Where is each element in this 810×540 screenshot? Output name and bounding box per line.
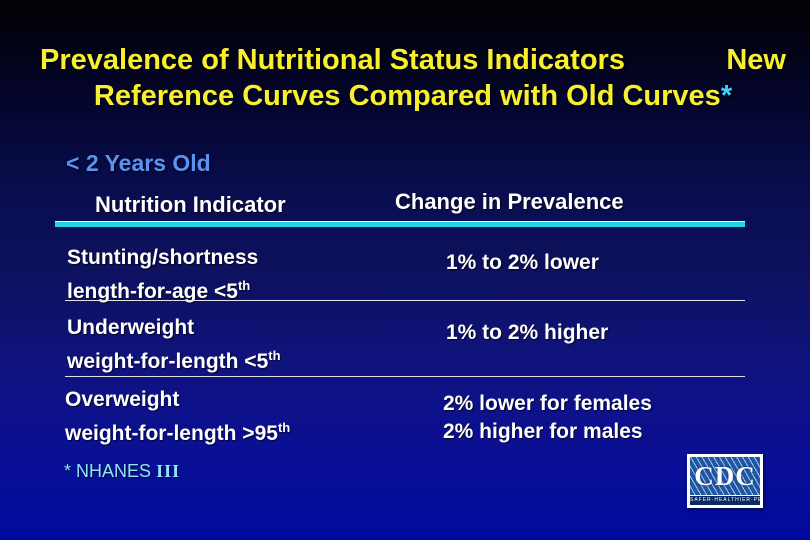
- indicator-measure: weight-for-length >95th: [65, 420, 291, 445]
- percentile-superscript: th: [268, 348, 281, 363]
- cdc-logo-acronym: CDC: [694, 460, 756, 491]
- indicator-name: Overweight: [65, 388, 180, 411]
- cdc-logo-field: CDC: [690, 457, 760, 495]
- footnote-numeral: III: [156, 461, 181, 481]
- table-row-value: 2% lower for females 2% higher for males: [443, 390, 652, 446]
- title-line2-text: Reference Curves Compared with Old Curve…: [93, 80, 721, 112]
- title-line1-left: Prevalence of Nutritional Status Indicat…: [40, 44, 625, 76]
- table-row-indicator: Overweight weight-for-length >95th: [65, 386, 290, 448]
- row-divider: [65, 300, 745, 301]
- percentile-superscript: th: [237, 278, 251, 293]
- indicator-name: Stunting/shortness: [67, 246, 259, 269]
- value-line: 2% higher for males: [443, 420, 643, 443]
- footnote: * NHANES III: [64, 461, 180, 482]
- footnote-text: NHANES: [76, 461, 152, 481]
- table-row-indicator: Underweight weight-for-length <5th: [67, 314, 281, 376]
- title-line1-right: New: [726, 44, 786, 76]
- table-row-value: 1% to 2% higher: [446, 319, 608, 347]
- value-line: 1% to 2% higher: [446, 321, 609, 344]
- cdc-logo-tagline: SAFER·HEALTHIER·PEOPLE: [690, 495, 760, 505]
- title-footnote-marker: *: [720, 80, 733, 112]
- header-underline-rule: [55, 221, 745, 227]
- footnote-marker: *: [64, 461, 72, 481]
- column-header-nutrition-indicator: Nutrition Indicator: [95, 192, 286, 217]
- cdc-logo: CDC SAFER·HEALTHIER·PEOPLE: [687, 454, 763, 508]
- indicator-measure: length-for-age <5th: [67, 278, 251, 303]
- table-row-value: 1% to 2% lower: [446, 249, 599, 277]
- value-line: 2% lower for females: [443, 392, 652, 415]
- title-line-1: Prevalence of Nutritional Status Indicat…: [40, 42, 786, 78]
- row-divider: [65, 376, 745, 377]
- table-row-indicator: Stunting/shortness length-for-age <5th: [67, 244, 258, 306]
- value-line: 1% to 2% lower: [446, 251, 599, 274]
- title-line-2: Reference Curves Compared with Old Curve…: [40, 78, 786, 114]
- column-header-change-in-prevalence: Change in Prevalence: [395, 189, 624, 214]
- age-group-heading: < 2 Years Old: [66, 150, 211, 176]
- page-title: Prevalence of Nutritional Status Indicat…: [40, 42, 786, 114]
- percentile-superscript: th: [277, 420, 291, 435]
- indicator-measure: weight-for-length <5th: [67, 348, 281, 373]
- indicator-name: Underweight: [67, 316, 195, 339]
